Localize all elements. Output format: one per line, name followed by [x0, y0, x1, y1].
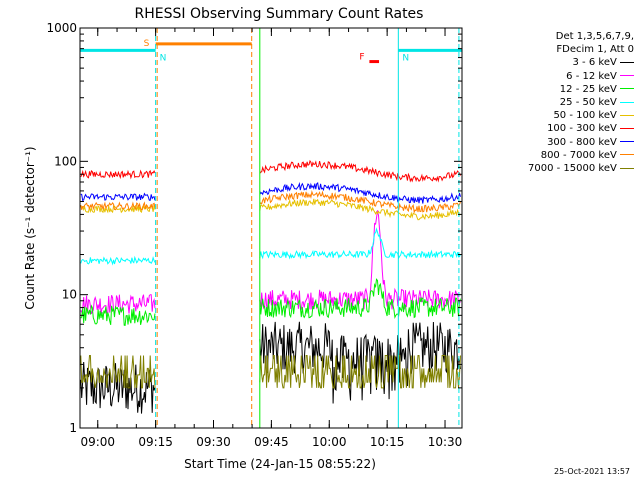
legend-entry-label: 25 - 50 keV — [559, 97, 620, 109]
legend-swatch — [620, 75, 634, 77]
legend-entry-label: 800 - 7000 keV — [540, 149, 620, 161]
x-axis-label: Start Time (24-Jan-15 08:55:22) — [184, 457, 376, 471]
legend-entry: 800 - 7000 keV — [484, 149, 634, 162]
x-tick-label: 10:00 — [312, 435, 347, 449]
series-line-300-800keV — [80, 192, 156, 202]
series-line-7000-15000keV — [80, 355, 156, 389]
legend-header-line-2: FDecim 1, Att 0 — [556, 44, 634, 56]
legend-entry-label: 12 - 25 keV — [559, 83, 620, 95]
legend-entry: 7000 - 15000 keV — [484, 162, 634, 175]
legend-entry: 3 - 6 keV — [484, 56, 634, 69]
series-line-100-300keV — [80, 169, 156, 180]
legend-entry-label: 3 - 6 keV — [572, 57, 620, 69]
y-axis-label: Count Rate (s⁻¹ detector⁻¹) — [23, 146, 37, 309]
legend-entry-label: 300 - 800 keV — [547, 136, 620, 148]
legend-swatch — [620, 101, 634, 103]
legend: Det 1,3,5,6,7,9, FDecim 1, Att 0 3 - 6 k… — [484, 30, 634, 175]
series-line-3-6keV — [80, 361, 156, 414]
legend-swatch — [620, 88, 634, 90]
series-line-6-12keV — [259, 210, 461, 310]
legend-entry: 100 - 300 keV — [484, 122, 634, 135]
legend-header-line-1: Det 1,3,5,6,7,9, — [555, 31, 634, 42]
y-tick-label: 100 — [54, 154, 77, 168]
flag-label-f: F — [359, 53, 364, 63]
flag-label-n: N — [160, 53, 167, 63]
legend-swatch — [620, 141, 634, 143]
y-tick-label: 10 — [62, 288, 77, 302]
legend-swatch — [620, 61, 634, 63]
series-line-25-50keV — [259, 227, 461, 260]
series-line-100-300keV — [259, 159, 461, 183]
legend-entry-label: 6 - 12 keV — [566, 70, 620, 82]
series-line-800-7000keV — [80, 201, 156, 212]
chart-title: RHESSI Observing Summary Count Rates — [135, 6, 424, 22]
flag-label-s: S — [144, 39, 150, 49]
y-tick-label: 1000 — [46, 21, 77, 35]
series-line-6-12keV — [80, 294, 156, 315]
series-line-12-25keV — [80, 304, 156, 327]
legend-entry-label: 7000 - 15000 keV — [527, 163, 620, 175]
legend-swatch — [620, 127, 634, 129]
x-tick-label: 10:15 — [370, 435, 405, 449]
series-line-25-50keV — [80, 255, 156, 266]
series-line-300-800keV — [259, 181, 461, 204]
series-line-7000-15000keV — [259, 355, 461, 389]
series-line-3-6keV — [259, 321, 461, 404]
series-line-50-100keV — [259, 198, 461, 221]
legend-swatch — [620, 167, 634, 169]
x-tick-label: 09:00 — [80, 435, 115, 449]
x-tick-label: 10:30 — [428, 435, 463, 449]
legend-entry: 12 - 25 keV — [484, 83, 634, 96]
y-tick-label: 1 — [69, 421, 77, 435]
legend-swatch — [620, 114, 634, 116]
legend-entry-label: 50 - 100 keV — [553, 110, 620, 122]
legend-entry: 6 - 12 keV — [484, 70, 634, 83]
legend-entry-label: 100 - 300 keV — [547, 123, 620, 135]
legend-entry: 300 - 800 keV — [484, 136, 634, 149]
legend-entries: 3 - 6 keV 6 - 12 keV 12 - 25 keV 25 - 50… — [484, 56, 634, 175]
generation-date: 25-Oct-2021 13:57 — [554, 467, 630, 476]
legend-swatch — [620, 154, 634, 156]
x-tick-label: 09:45 — [254, 435, 289, 449]
series-line-800-7000keV — [259, 190, 461, 214]
legend-entry: 25 - 50 keV — [484, 96, 634, 109]
x-tick-label: 09:15 — [138, 435, 173, 449]
legend-entry: 50 - 100 keV — [484, 109, 634, 122]
x-tick-label: 09:30 — [196, 435, 231, 449]
series-line-12-25keV — [259, 278, 461, 320]
flag-label-n: N — [402, 53, 409, 63]
